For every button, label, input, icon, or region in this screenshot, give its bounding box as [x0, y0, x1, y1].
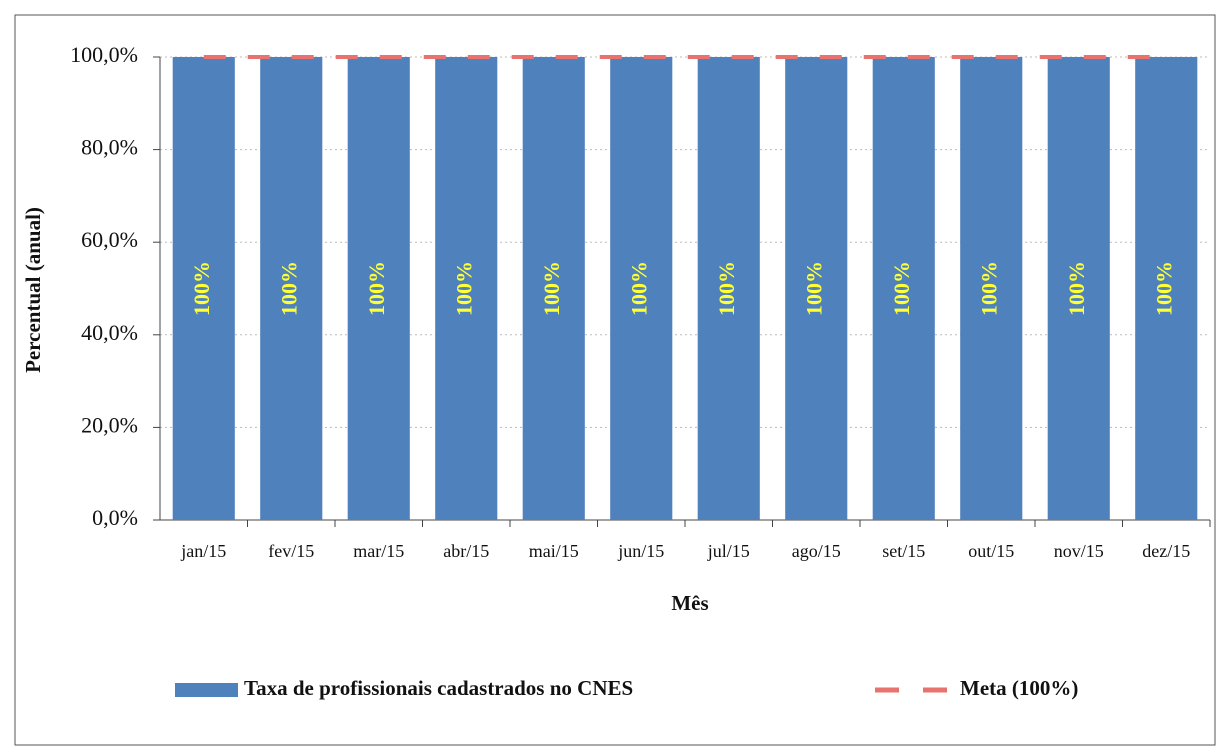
x-tick-label: abr/15 [443, 541, 489, 561]
x-tick-label: jun/15 [617, 541, 664, 561]
x-tick-label: jan/15 [180, 541, 226, 561]
y-tick-label: 40,0% [81, 320, 138, 345]
bar [872, 57, 935, 520]
data-label: 100% [889, 261, 914, 316]
data-label: 100% [189, 261, 214, 316]
x-tick-label: dez/15 [1142, 541, 1190, 561]
y-axis-title: Percentual (anual) [21, 207, 45, 373]
y-tick-label: 80,0% [81, 135, 138, 160]
x-tick-label: jul/15 [707, 541, 750, 561]
bar [522, 57, 585, 520]
bar [172, 57, 235, 520]
y-tick-label: 100,0% [70, 42, 138, 67]
bar [610, 57, 673, 520]
x-tick-label: mai/15 [529, 541, 579, 561]
x-tick-label: out/15 [968, 541, 1014, 561]
x-tick-label: ago/15 [792, 541, 841, 561]
bar [960, 57, 1023, 520]
legend-label: Taxa de profissionais cadastrados no CNE… [244, 676, 633, 700]
y-tick-label: 20,0% [81, 412, 138, 437]
data-label: 100% [976, 261, 1001, 316]
legend-swatch [175, 683, 238, 697]
data-label: 100% [276, 261, 301, 316]
data-label: 100% [539, 261, 564, 316]
data-label: 100% [364, 261, 389, 316]
legend-label: Meta (100%) [960, 676, 1078, 700]
data-label: 100% [626, 261, 651, 316]
bar [347, 57, 410, 520]
bar [1135, 57, 1198, 520]
x-tick-label: mar/15 [353, 541, 404, 561]
x-axis-title: Mês [671, 591, 708, 615]
x-tick-label: set/15 [882, 541, 925, 561]
bar [435, 57, 498, 520]
y-tick-label: 60,0% [81, 227, 138, 252]
bar [260, 57, 323, 520]
data-label: 100% [801, 261, 826, 316]
data-label: 100% [714, 261, 739, 316]
data-label: 100% [1064, 261, 1089, 316]
y-tick-label: 0,0% [92, 505, 138, 530]
data-label: 100% [1151, 261, 1176, 316]
bar [697, 57, 760, 520]
x-tick-label: fev/15 [268, 541, 314, 561]
bar [1047, 57, 1110, 520]
x-tick-label: nov/15 [1054, 541, 1104, 561]
bar [785, 57, 848, 520]
data-label: 100% [451, 261, 476, 316]
